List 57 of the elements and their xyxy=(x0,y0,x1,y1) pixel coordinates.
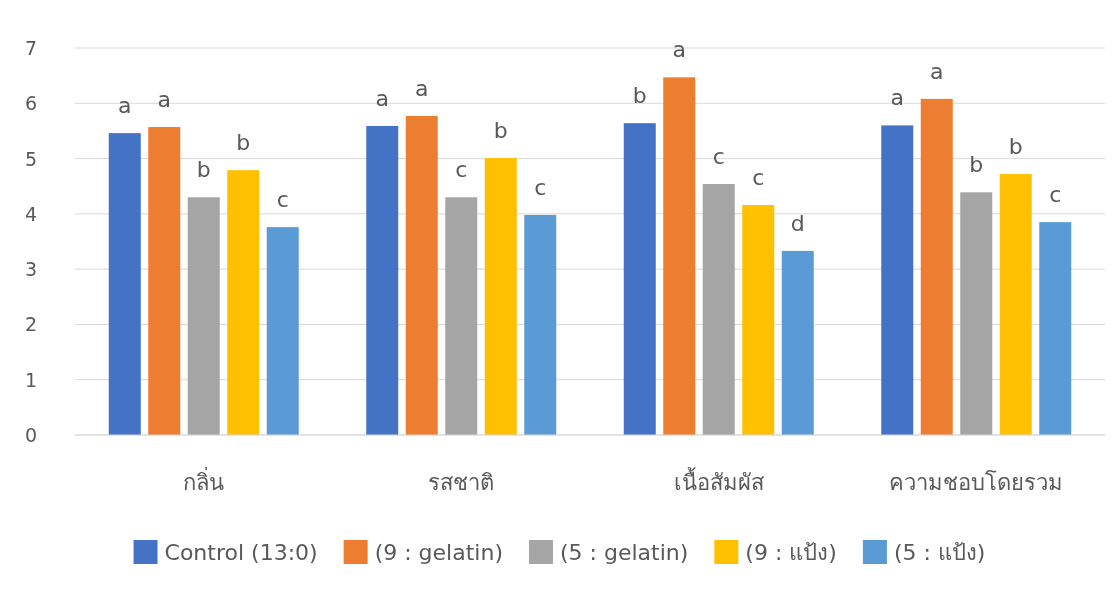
y-tick-label: 2 xyxy=(24,313,37,336)
bar xyxy=(266,227,299,435)
y-tick-label: 1 xyxy=(24,368,37,391)
bar xyxy=(484,158,517,435)
data-label: a xyxy=(930,58,944,84)
data-label: b xyxy=(493,118,508,144)
y-tick-label: 6 xyxy=(24,92,37,115)
legend-label: (5 : แป้ง) xyxy=(893,540,986,565)
y-tick-label: 0 xyxy=(24,424,37,446)
bar xyxy=(881,125,914,435)
bar xyxy=(920,98,953,435)
data-label: a xyxy=(157,87,171,113)
bar xyxy=(227,170,260,435)
data-label: c xyxy=(455,157,468,183)
bar xyxy=(405,116,438,435)
data-label: c xyxy=(752,165,765,191)
bar xyxy=(623,123,656,435)
bar xyxy=(663,77,696,435)
bar xyxy=(1039,222,1072,435)
y-tick-label: 5 xyxy=(24,147,37,170)
data-label: a xyxy=(890,85,904,111)
bar xyxy=(960,192,993,435)
data-label: b xyxy=(969,152,984,178)
data-label: a xyxy=(375,85,389,111)
data-label: b xyxy=(236,130,251,156)
bar xyxy=(148,127,181,435)
data-label: c xyxy=(712,144,725,169)
bar xyxy=(781,250,814,435)
x-tick-label: ความชอบโดยรวม xyxy=(889,470,1064,495)
x-tick-label: เนื้อสัมผัส xyxy=(673,467,765,495)
data-label: b xyxy=(632,83,647,109)
data-label: c xyxy=(276,187,289,213)
bar xyxy=(187,197,220,435)
data-label: c xyxy=(1049,182,1062,208)
legend-label: (9 : แป้ง) xyxy=(745,540,837,565)
bar xyxy=(742,205,775,435)
y-tick-label: 4 xyxy=(24,202,37,225)
data-label: a xyxy=(118,93,132,119)
y-tick-label: 3 xyxy=(24,258,37,281)
bar xyxy=(366,125,399,435)
y-tick-label: 7 xyxy=(24,37,37,59)
bar xyxy=(702,184,735,435)
bar xyxy=(999,174,1032,435)
data-label: d xyxy=(790,210,805,236)
bar xyxy=(445,197,478,435)
data-label: b xyxy=(1008,134,1023,160)
x-tick-label: รสชาติ xyxy=(428,470,495,495)
legend-label: (5 : gelatin) xyxy=(559,540,689,565)
data-label: c xyxy=(534,174,547,200)
data-label: b xyxy=(196,157,211,183)
legend-label: (9 : gelatin) xyxy=(374,540,503,565)
data-label: a xyxy=(672,37,686,63)
x-tick-label: กลิ่น xyxy=(183,467,225,495)
data-label: a xyxy=(415,76,429,101)
bar xyxy=(524,214,557,435)
legend-label: Control (13:0) xyxy=(164,540,318,565)
bar xyxy=(108,133,141,435)
